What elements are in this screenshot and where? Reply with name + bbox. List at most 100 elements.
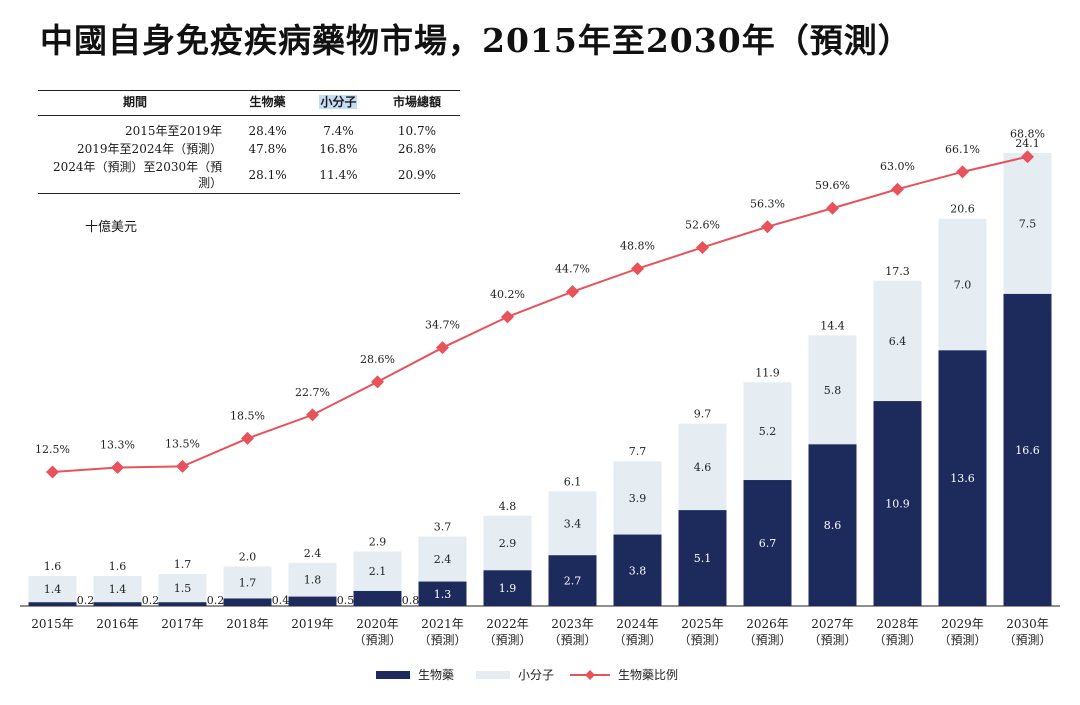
x-tick-label: （預測） (483, 633, 531, 647)
total-data-label: 2.4 (304, 547, 322, 560)
biologics-data-label: 10.9 (885, 498, 910, 511)
biologics-share-line (52, 155, 1028, 473)
biologics-data-label: 8.6 (824, 519, 842, 532)
biologics-data-label: 1.9 (499, 582, 517, 595)
share-point-marker (241, 431, 254, 445)
total-data-label: 6.1 (564, 475, 582, 488)
small-molecule-data-label: 1.4 (109, 583, 127, 596)
bar-biologics (678, 510, 727, 606)
small-molecule-data-label: 7.5 (1019, 217, 1037, 230)
x-tick-label: （預測） (678, 633, 726, 647)
unit-label: 十億美元 (85, 220, 138, 235)
cagr-period: 2024年（預測）至2030年（預測） (38, 158, 233, 194)
legend-label-biologics: 生物藥 (418, 668, 454, 682)
share-point-marker (46, 465, 59, 479)
x-tick-label: 2018年 (226, 617, 269, 631)
legend-swatch-biologics (376, 671, 410, 679)
table-row: 2019年至2024年（預測） 47.8% 16.8% 26.8% (38, 140, 460, 158)
bar-biologics (93, 602, 142, 606)
x-tick-label: 2021年 (421, 617, 464, 631)
bar-biologics (873, 401, 922, 606)
share-data-label: 63.0% (880, 160, 915, 173)
biologics-data-label: 3.8 (629, 564, 647, 577)
total-data-label: 3.7 (434, 520, 452, 533)
bar-biologics (223, 598, 272, 606)
x-tick-label: 2020年 (356, 617, 399, 631)
x-tick-label: 2015年 (31, 617, 74, 631)
share-data-label: 13.5% (165, 437, 200, 450)
total-data-label: 1.7 (174, 558, 192, 571)
x-tick-label: （預測） (1003, 633, 1051, 647)
bar-small-molecule (1003, 152, 1052, 294)
cagr-total: 10.7% (397, 124, 436, 138)
cagr-period: 2015年至2019年 (125, 124, 223, 138)
biologics-data-label: 0.2 (142, 594, 160, 607)
table-row: 2024年（預測）至2030年（預測） 28.1% 11.4% 20.9% (38, 158, 460, 194)
total-data-label: 1.6 (109, 560, 127, 573)
cagr-period: 2019年至2024年（預測） (77, 142, 223, 156)
bar-small-molecule (28, 575, 77, 603)
cagr-small-molecule: 16.8% (319, 142, 358, 156)
legend-label-share: 生物藥比例 (618, 668, 678, 682)
cagr-header-small-molecule-label: 小分子 (319, 95, 358, 109)
small-molecule-data-label: 5.2 (759, 425, 777, 438)
total-data-label: 11.9 (755, 366, 780, 379)
biologics-data-label: 0.5 (337, 594, 355, 607)
biologics-data-label: 6.7 (759, 537, 777, 550)
share-point-marker (436, 341, 449, 355)
share-point-marker (501, 310, 514, 324)
small-molecule-data-label: 1.8 (304, 574, 322, 587)
bar-small-molecule (418, 536, 467, 582)
bar-small-molecule (808, 335, 857, 445)
share-data-label: 66.1% (945, 143, 980, 156)
bar-biologics (418, 581, 467, 606)
cagr-header-biologics: 生物藥 (232, 90, 303, 116)
bar-small-molecule (223, 566, 272, 599)
legend-label-small-molecule: 小分子 (518, 668, 554, 682)
total-data-label: 20.6 (950, 203, 975, 216)
small-molecule-data-label: 3.4 (564, 517, 582, 530)
bar-small-molecule (678, 423, 727, 511)
share-point-marker (826, 201, 839, 215)
total-data-label: 2.0 (239, 551, 257, 564)
biologics-data-label: 5.1 (694, 552, 712, 565)
total-data-label: 14.4 (820, 319, 845, 332)
cagr-biologics: 28.4% (248, 124, 287, 138)
share-point-marker (891, 182, 904, 196)
bar-biologics (288, 596, 337, 606)
share-point-marker (631, 262, 644, 276)
biologics-data-label: 1.3 (434, 588, 452, 601)
total-data-label: 7.7 (629, 445, 647, 458)
bar-biologics (158, 602, 207, 606)
cagr-table: 期間 生物藥 小分子 市場總額 2015年至2019年 28.4% 7.4% 1… (38, 90, 460, 194)
bar-biologics (548, 555, 597, 606)
share-data-label: 40.2% (490, 288, 525, 301)
small-molecule-data-label: 3.9 (629, 492, 647, 505)
share-data-label: 18.5% (230, 409, 265, 422)
bar-small-molecule (613, 461, 662, 535)
x-tick-label: （預測） (743, 633, 791, 647)
total-data-label: 2.9 (369, 535, 387, 548)
share-point-marker (306, 408, 319, 422)
biologics-data-label: 16.6 (1015, 444, 1040, 457)
share-data-label: 59.6% (815, 179, 850, 192)
bar-small-molecule (158, 574, 207, 603)
share-point-marker (371, 375, 384, 389)
share-data-label: 22.7% (295, 386, 330, 399)
bar-biologics (743, 480, 792, 606)
small-molecule-data-label: 5.8 (824, 384, 842, 397)
x-tick-label: 2019年 (291, 617, 334, 631)
cagr-biologics: 28.1% (232, 158, 303, 194)
bar-small-molecule (288, 562, 337, 597)
cagr-header-small-molecule: 小分子 (303, 90, 374, 116)
share-point-marker (956, 165, 969, 179)
x-tick-label: 2023年 (551, 617, 594, 631)
x-tick-label: （預測） (873, 633, 921, 647)
bar-small-molecule (483, 515, 532, 571)
share-data-label: 68.8% (1010, 128, 1045, 141)
total-data-label: 4.8 (499, 500, 517, 513)
x-tick-label: （預測） (353, 633, 401, 647)
x-tick-label: 2027年 (811, 617, 854, 631)
cagr-small-molecule: 11.4% (303, 158, 374, 194)
x-tick-label: 2026年 (746, 617, 789, 631)
